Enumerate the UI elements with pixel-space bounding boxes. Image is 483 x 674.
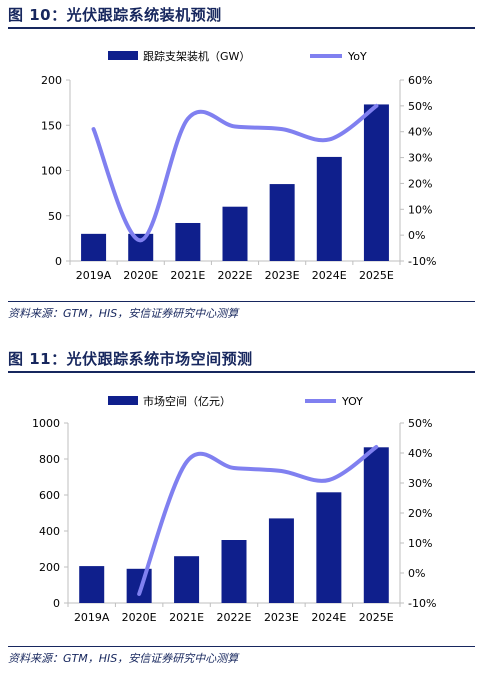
legend-line-label: YoY (347, 50, 367, 63)
figure-10-chart: 0 50 100 150 200 -10% 0% 10% 20% 30% 40% 50% 60% 2019… (41, 49, 436, 282)
figure-11-chart: 0 200 400 600 800 1000 -10% 0% 10% 20% 30% 40% 50% 20… (32, 394, 436, 624)
bar-2024E (316, 492, 342, 603)
left-tick-label: 400 (39, 525, 60, 538)
bar-2023E (268, 518, 294, 603)
right-tick-label: 10% (408, 537, 432, 550)
left-tick-label: 0 (53, 597, 60, 610)
x-tick-label: 2022E (217, 611, 252, 624)
x-tick-label: 2022E (218, 269, 253, 282)
right-tick-label: -10% (408, 255, 436, 268)
x-tick-label: 2025E (359, 611, 394, 624)
left-tick-label: 1000 (32, 417, 60, 430)
bar-2023E (269, 184, 295, 261)
figure-11-top-rule (8, 371, 475, 373)
x-tick-label: 2020E (122, 611, 157, 624)
x-tick-label: 2024E (312, 269, 347, 282)
yoy-line (91, 103, 379, 243)
right-tick-label: 0% (408, 567, 425, 580)
right-tick-label: 10% (408, 203, 432, 216)
x-tick-label: 2021E (169, 611, 204, 624)
figure-10-top-rule (8, 27, 475, 29)
left-tick-label: 200 (39, 561, 60, 574)
legend-bar-label: 跟踪支架装机（GW） (143, 49, 250, 63)
left-tick-label: 600 (39, 489, 60, 502)
right-tick-label: 30% (408, 477, 432, 490)
left-tick-label: 200 (41, 74, 62, 87)
x-tick-label: 2021E (170, 269, 205, 282)
right-tick-label: 60% (408, 74, 432, 87)
bar-2021E (175, 222, 201, 261)
right-tick-label: 50% (408, 417, 432, 430)
right-tick-label: 20% (408, 177, 432, 190)
x-tick-label: 2023E (265, 269, 300, 282)
figure-10-title: 图 10：光伏跟踪系统装机预测 (8, 6, 222, 24)
left-tick-label: 50 (48, 210, 62, 223)
left-tick-label: 150 (41, 119, 62, 132)
figure-11-source: 资料来源：GTM，HIS，安信证券研究中心测算 (8, 652, 239, 665)
right-tick-label: 50% (408, 100, 432, 113)
x-tick-label: 2019A (74, 611, 110, 624)
bar-2019A (81, 233, 107, 261)
figure-11-title: 图 11：光伏跟踪系统市场空间预测 (8, 350, 253, 368)
bar-2022E (221, 540, 247, 603)
left-tick-label: 0 (55, 255, 62, 268)
x-tick-label: 2019A (76, 269, 112, 282)
left-tick-label: 800 (39, 453, 60, 466)
left-tick-label: 100 (41, 165, 62, 178)
legend-line-label: YOY (341, 395, 363, 408)
right-tick-label: 40% (408, 126, 432, 139)
bar-2025E (363, 447, 389, 603)
figure-10-bottom-rule (8, 301, 475, 302)
x-tick-label: 2020E (123, 269, 158, 282)
legend-bar-swatch (108, 51, 138, 60)
bar-2021E (174, 556, 200, 603)
right-tick-label: 30% (408, 152, 432, 165)
bar-2025E (363, 104, 389, 261)
right-tick-label: 40% (408, 447, 432, 460)
x-tick-label: 2024E (311, 611, 346, 624)
bar-2020E (126, 568, 152, 603)
figure-11-bottom-rule (8, 646, 475, 647)
right-tick-label: 20% (408, 507, 432, 520)
right-tick-label: -10% (408, 597, 436, 610)
bar-2022E (222, 206, 248, 261)
figure-10-source: 资料来源：GTM，HIS，安信证券研究中心测算 (8, 307, 239, 320)
x-tick-label: 2023E (264, 611, 299, 624)
x-tick-label: 2025E (359, 269, 394, 282)
bar-2019A (79, 566, 105, 603)
bar-2024E (316, 156, 342, 261)
legend-bar-label: 市场空间（亿元） (143, 394, 231, 408)
right-tick-label: 0% (408, 229, 425, 242)
bar-2020E (128, 233, 154, 261)
legend-bar-swatch (108, 396, 138, 405)
